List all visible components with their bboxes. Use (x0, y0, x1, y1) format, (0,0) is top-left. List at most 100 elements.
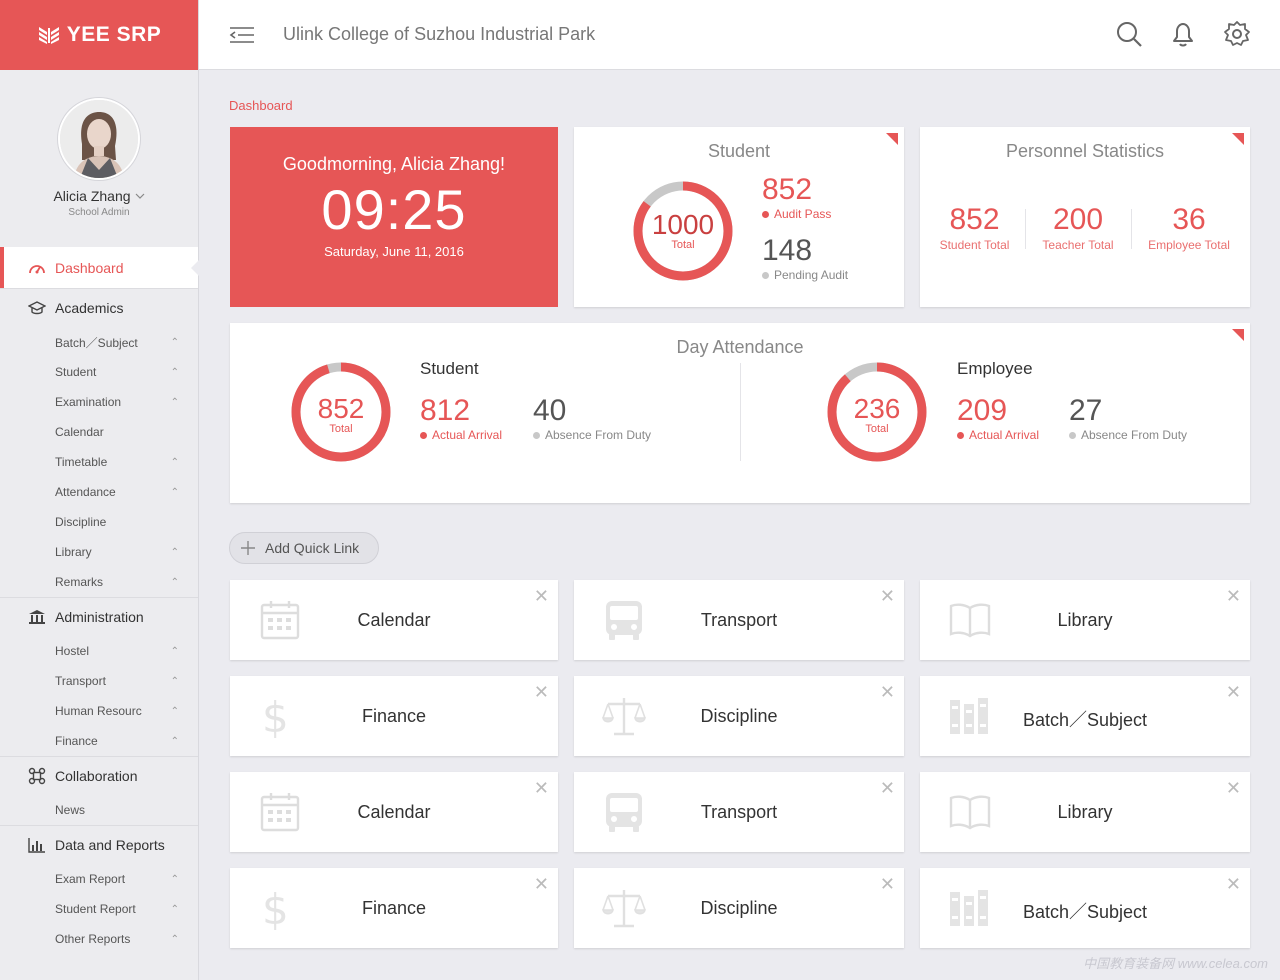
sidebar-item-hostel[interactable]: Hostel ⌃ (0, 636, 198, 666)
close-icon[interactable]: ✕ (879, 778, 895, 798)
close-icon[interactable]: ✕ (533, 682, 549, 702)
quick-link-label: Transport (700, 802, 778, 822)
logo-icon (38, 27, 59, 44)
close-icon[interactable]: ✕ (879, 586, 895, 606)
chevron-up-icon: ⌃ (170, 546, 179, 558)
quick-link-transport[interactable]: Transport ✕ (574, 772, 904, 852)
sidebar-item-student[interactable]: Student ⌃ (0, 357, 198, 387)
ring-total: 1000 (651, 209, 715, 240)
quick-link-library[interactable]: Library ✕ (920, 772, 1250, 852)
stat-value: 40 (533, 394, 567, 427)
quick-link-label: Calendar (357, 610, 431, 630)
user-name: Alicia Zhang (53, 188, 131, 204)
sidebar-item-news[interactable]: News (0, 795, 198, 825)
ring-progress (291, 362, 391, 462)
legend-dot (957, 431, 964, 439)
quick-link-label: Finance (361, 898, 427, 918)
sidebar-item-label: Remarks (55, 575, 104, 589)
quick-link-calendar[interactable]: Calendar ✕ (230, 772, 558, 852)
close-icon[interactable]: ✕ (879, 682, 895, 702)
legend-dot (420, 431, 427, 439)
breadcrumb[interactable]: Dashboard (229, 98, 293, 113)
quick-link-finance[interactable]: $ Finance ✕ (230, 868, 558, 948)
dollar-icon: $ (258, 885, 302, 934)
sidebar-item-label: Human Resourc (55, 704, 142, 718)
bell-icon[interactable] (1169, 20, 1197, 48)
plus-icon (241, 541, 255, 555)
close-icon[interactable]: ✕ (533, 586, 549, 606)
sidebar-item-batch-subject[interactable]: Batch／Subject ⌃ (0, 327, 198, 357)
ring-label: 236 Total (825, 395, 929, 436)
search-icon[interactable] (1115, 20, 1143, 48)
sidebar-item-collaboration[interactable]: Collaboration (0, 757, 198, 795)
sidebar-item-student-report[interactable]: Student Report ⌃ (0, 894, 198, 924)
close-icon[interactable]: ✕ (1225, 586, 1241, 606)
quick-link-batch-subject[interactable]: Batch／Subject ✕ (920, 868, 1250, 948)
sidebar-item-calendar[interactable]: Calendar (0, 417, 198, 447)
sidebar-item-exam-report[interactable]: Exam Report ⌃ (0, 864, 198, 894)
sidebar-item-finance[interactable]: Finance ⌃ (0, 726, 198, 756)
sidebar-item-remarks[interactable]: Remarks ⌃ (0, 567, 198, 597)
sidebar-item-timetable[interactable]: Timetable ⌃ (0, 447, 198, 477)
sidebar-item-examination[interactable]: Examination ⌃ (0, 387, 198, 417)
quick-link-label: Finance (361, 706, 427, 726)
quick-link-finance[interactable]: $ Finance ✕ (230, 676, 558, 756)
logo[interactable]: YEE SRP (0, 0, 198, 70)
quick-link-library[interactable]: Library ✕ (920, 580, 1250, 660)
legend-dot (762, 271, 769, 279)
institution-icon (29, 610, 45, 624)
books-icon (948, 886, 992, 930)
gear-icon[interactable] (1223, 20, 1251, 48)
top-bar: Ulink College of Suzhou Industrial Park (199, 0, 1280, 70)
chevron-up-icon: ⌃ (170, 735, 179, 747)
chevron-up-icon: ⌃ (170, 933, 179, 945)
legend-dot (762, 210, 769, 218)
calendar-icon (258, 790, 302, 834)
quick-link-label: Batch／Subject (1022, 902, 1148, 922)
sidebar-item-library[interactable]: Library ⌃ (0, 537, 198, 567)
clock-date: Saturday, June 11, 2016 (324, 244, 464, 259)
chevron-up-icon: ⌃ (170, 576, 179, 588)
quick-link-discipline[interactable]: Discipline ✕ (574, 868, 904, 948)
close-icon[interactable]: ✕ (879, 874, 895, 894)
avatar[interactable] (58, 98, 140, 180)
close-icon[interactable]: ✕ (533, 874, 549, 894)
close-icon[interactable]: ✕ (533, 778, 549, 798)
ring-progress (827, 362, 927, 462)
close-icon[interactable]: ✕ (1225, 778, 1241, 798)
corner-flag[interactable] (886, 133, 898, 145)
quick-link-calendar[interactable]: Calendar ✕ (230, 580, 558, 660)
quick-link-label: Library (1057, 610, 1113, 630)
book-icon (948, 598, 992, 642)
sidebar-item-discipline[interactable]: Discipline (0, 507, 198, 537)
sidebar-item-other-reports[interactable]: Other Reports ⌃ (0, 924, 198, 954)
ring-label: 852 Total (289, 395, 393, 436)
sidebar-item-data-reports[interactable]: Data and Reports (0, 826, 198, 864)
quick-link-discipline[interactable]: Discipline ✕ (574, 676, 904, 756)
sidebar-item-administration[interactable]: Administration (0, 598, 198, 636)
add-quick-link-button[interactable]: Add Quick Link (229, 532, 379, 564)
sidebar-item-human-resource[interactable]: Human Resourc ⌃ (0, 696, 198, 726)
close-icon[interactable]: ✕ (1225, 874, 1241, 894)
corner-flag[interactable] (1232, 329, 1244, 341)
corner-flag[interactable] (1232, 133, 1244, 145)
quick-link-label: Library (1057, 802, 1113, 822)
sidebar-item-transport[interactable]: Transport ⌃ (0, 666, 198, 696)
ring-label: 1000 Total (631, 209, 735, 252)
sidebar-item-label: Other Reports (55, 932, 131, 946)
close-icon[interactable]: ✕ (1225, 682, 1241, 702)
sidebar-item-label: Hostel (55, 644, 90, 658)
sidebar-item-dashboard[interactable]: Dashboard (0, 247, 199, 288)
quick-link-transport[interactable]: Transport ✕ (574, 580, 904, 660)
profile: Alicia Zhang School Admin (0, 70, 198, 247)
user-menu[interactable]: Alicia Zhang (53, 188, 144, 204)
quick-link-batch-subject[interactable]: Batch／Subject ✕ (920, 676, 1250, 756)
sidebar-item-academics[interactable]: Academics (0, 289, 198, 327)
sidebar-item-label: Discipline (55, 515, 107, 529)
chevron-down-icon (135, 193, 144, 199)
dollar-icon: $ (258, 693, 302, 742)
menu-toggle-icon[interactable] (229, 24, 255, 46)
sidebar-item-label: Batch／Subject (55, 335, 138, 350)
sidebar-item-attendance[interactable]: Attendance ⌃ (0, 477, 198, 507)
sidebar-item-label: Academics (55, 300, 124, 316)
